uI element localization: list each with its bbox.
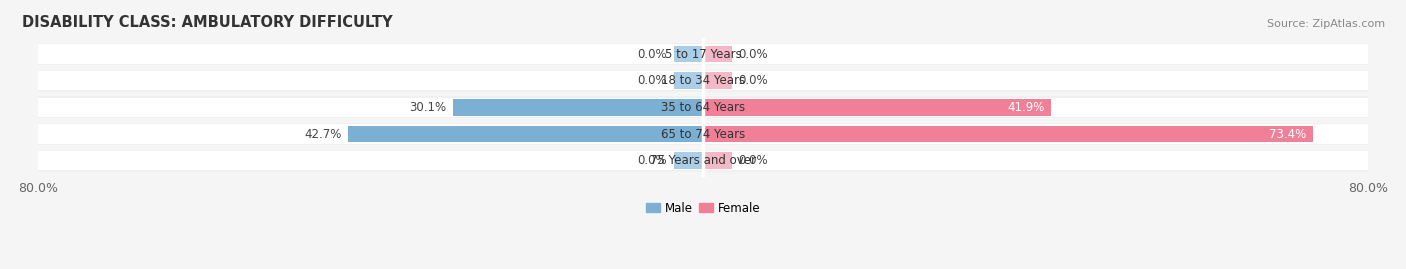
Text: 75 Years and over: 75 Years and over	[650, 154, 756, 167]
Bar	[38, 71, 1368, 90]
Text: 18 to 34 Years: 18 to 34 Years	[661, 74, 745, 87]
Bar	[673, 153, 703, 169]
Text: 0.0%: 0.0%	[638, 48, 668, 61]
Bar	[453, 99, 703, 116]
Bar	[38, 43, 1368, 65]
Bar	[703, 46, 733, 62]
Text: 73.4%: 73.4%	[1270, 128, 1306, 140]
Legend: Male, Female: Male, Female	[641, 197, 765, 219]
Text: DISABILITY CLASS: AMBULATORY DIFFICULTY: DISABILITY CLASS: AMBULATORY DIFFICULTY	[21, 15, 392, 30]
Text: 65 to 74 Years: 65 to 74 Years	[661, 128, 745, 140]
Bar	[38, 123, 1368, 145]
Bar	[38, 151, 1368, 170]
Bar	[38, 44, 1368, 64]
Text: 0.0%: 0.0%	[738, 154, 768, 167]
Text: 0.0%: 0.0%	[638, 74, 668, 87]
Text: Source: ZipAtlas.com: Source: ZipAtlas.com	[1267, 19, 1385, 29]
Bar	[38, 98, 1368, 117]
Text: 42.7%: 42.7%	[304, 128, 342, 140]
Text: 41.9%: 41.9%	[1007, 101, 1045, 114]
Text: 35 to 64 Years: 35 to 64 Years	[661, 101, 745, 114]
Bar	[38, 97, 1368, 118]
Bar	[703, 153, 733, 169]
Bar	[673, 72, 703, 89]
Bar	[349, 126, 703, 142]
Text: 0.0%: 0.0%	[638, 154, 668, 167]
Bar	[38, 150, 1368, 172]
Bar	[38, 124, 1368, 144]
Text: 30.1%: 30.1%	[409, 101, 446, 114]
Bar	[38, 70, 1368, 92]
Text: 5 to 17 Years: 5 to 17 Years	[665, 48, 741, 61]
Bar	[703, 72, 733, 89]
Bar	[703, 126, 1313, 142]
Bar	[673, 46, 703, 62]
Text: 0.0%: 0.0%	[738, 74, 768, 87]
Bar	[703, 99, 1052, 116]
Text: 0.0%: 0.0%	[738, 48, 768, 61]
